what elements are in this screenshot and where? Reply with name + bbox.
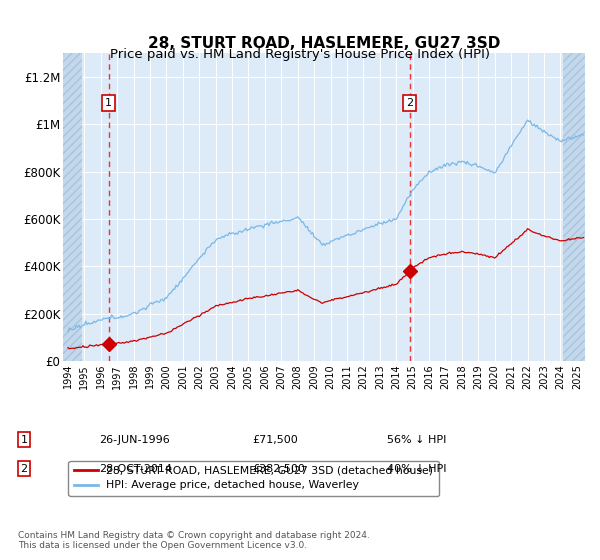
Text: Price paid vs. HM Land Registry's House Price Index (HPI): Price paid vs. HM Land Registry's House …	[110, 48, 490, 60]
Text: 1: 1	[105, 98, 112, 108]
Text: Contains HM Land Registry data © Crown copyright and database right 2024.
This d: Contains HM Land Registry data © Crown c…	[18, 530, 370, 550]
Bar	[63, 53, 82, 361]
Text: £71,500: £71,500	[252, 435, 298, 445]
Text: 2: 2	[20, 464, 28, 474]
Legend: 28, STURT ROAD, HASLEMERE, GU27 3SD (detached house), HPI: Average price, detach: 28, STURT ROAD, HASLEMERE, GU27 3SD (det…	[68, 460, 439, 496]
Text: 28-OCT-2014: 28-OCT-2014	[99, 464, 172, 474]
Text: £382,500: £382,500	[252, 464, 305, 474]
Text: 2: 2	[406, 98, 413, 108]
Text: 26-JUN-1996: 26-JUN-1996	[99, 435, 170, 445]
Bar	[563, 53, 585, 361]
Title: 28, STURT ROAD, HASLEMERE, GU27 3SD: 28, STURT ROAD, HASLEMERE, GU27 3SD	[148, 36, 500, 50]
Text: 1: 1	[20, 435, 28, 445]
Text: 56% ↓ HPI: 56% ↓ HPI	[387, 435, 446, 445]
Text: 40% ↓ HPI: 40% ↓ HPI	[387, 464, 446, 474]
